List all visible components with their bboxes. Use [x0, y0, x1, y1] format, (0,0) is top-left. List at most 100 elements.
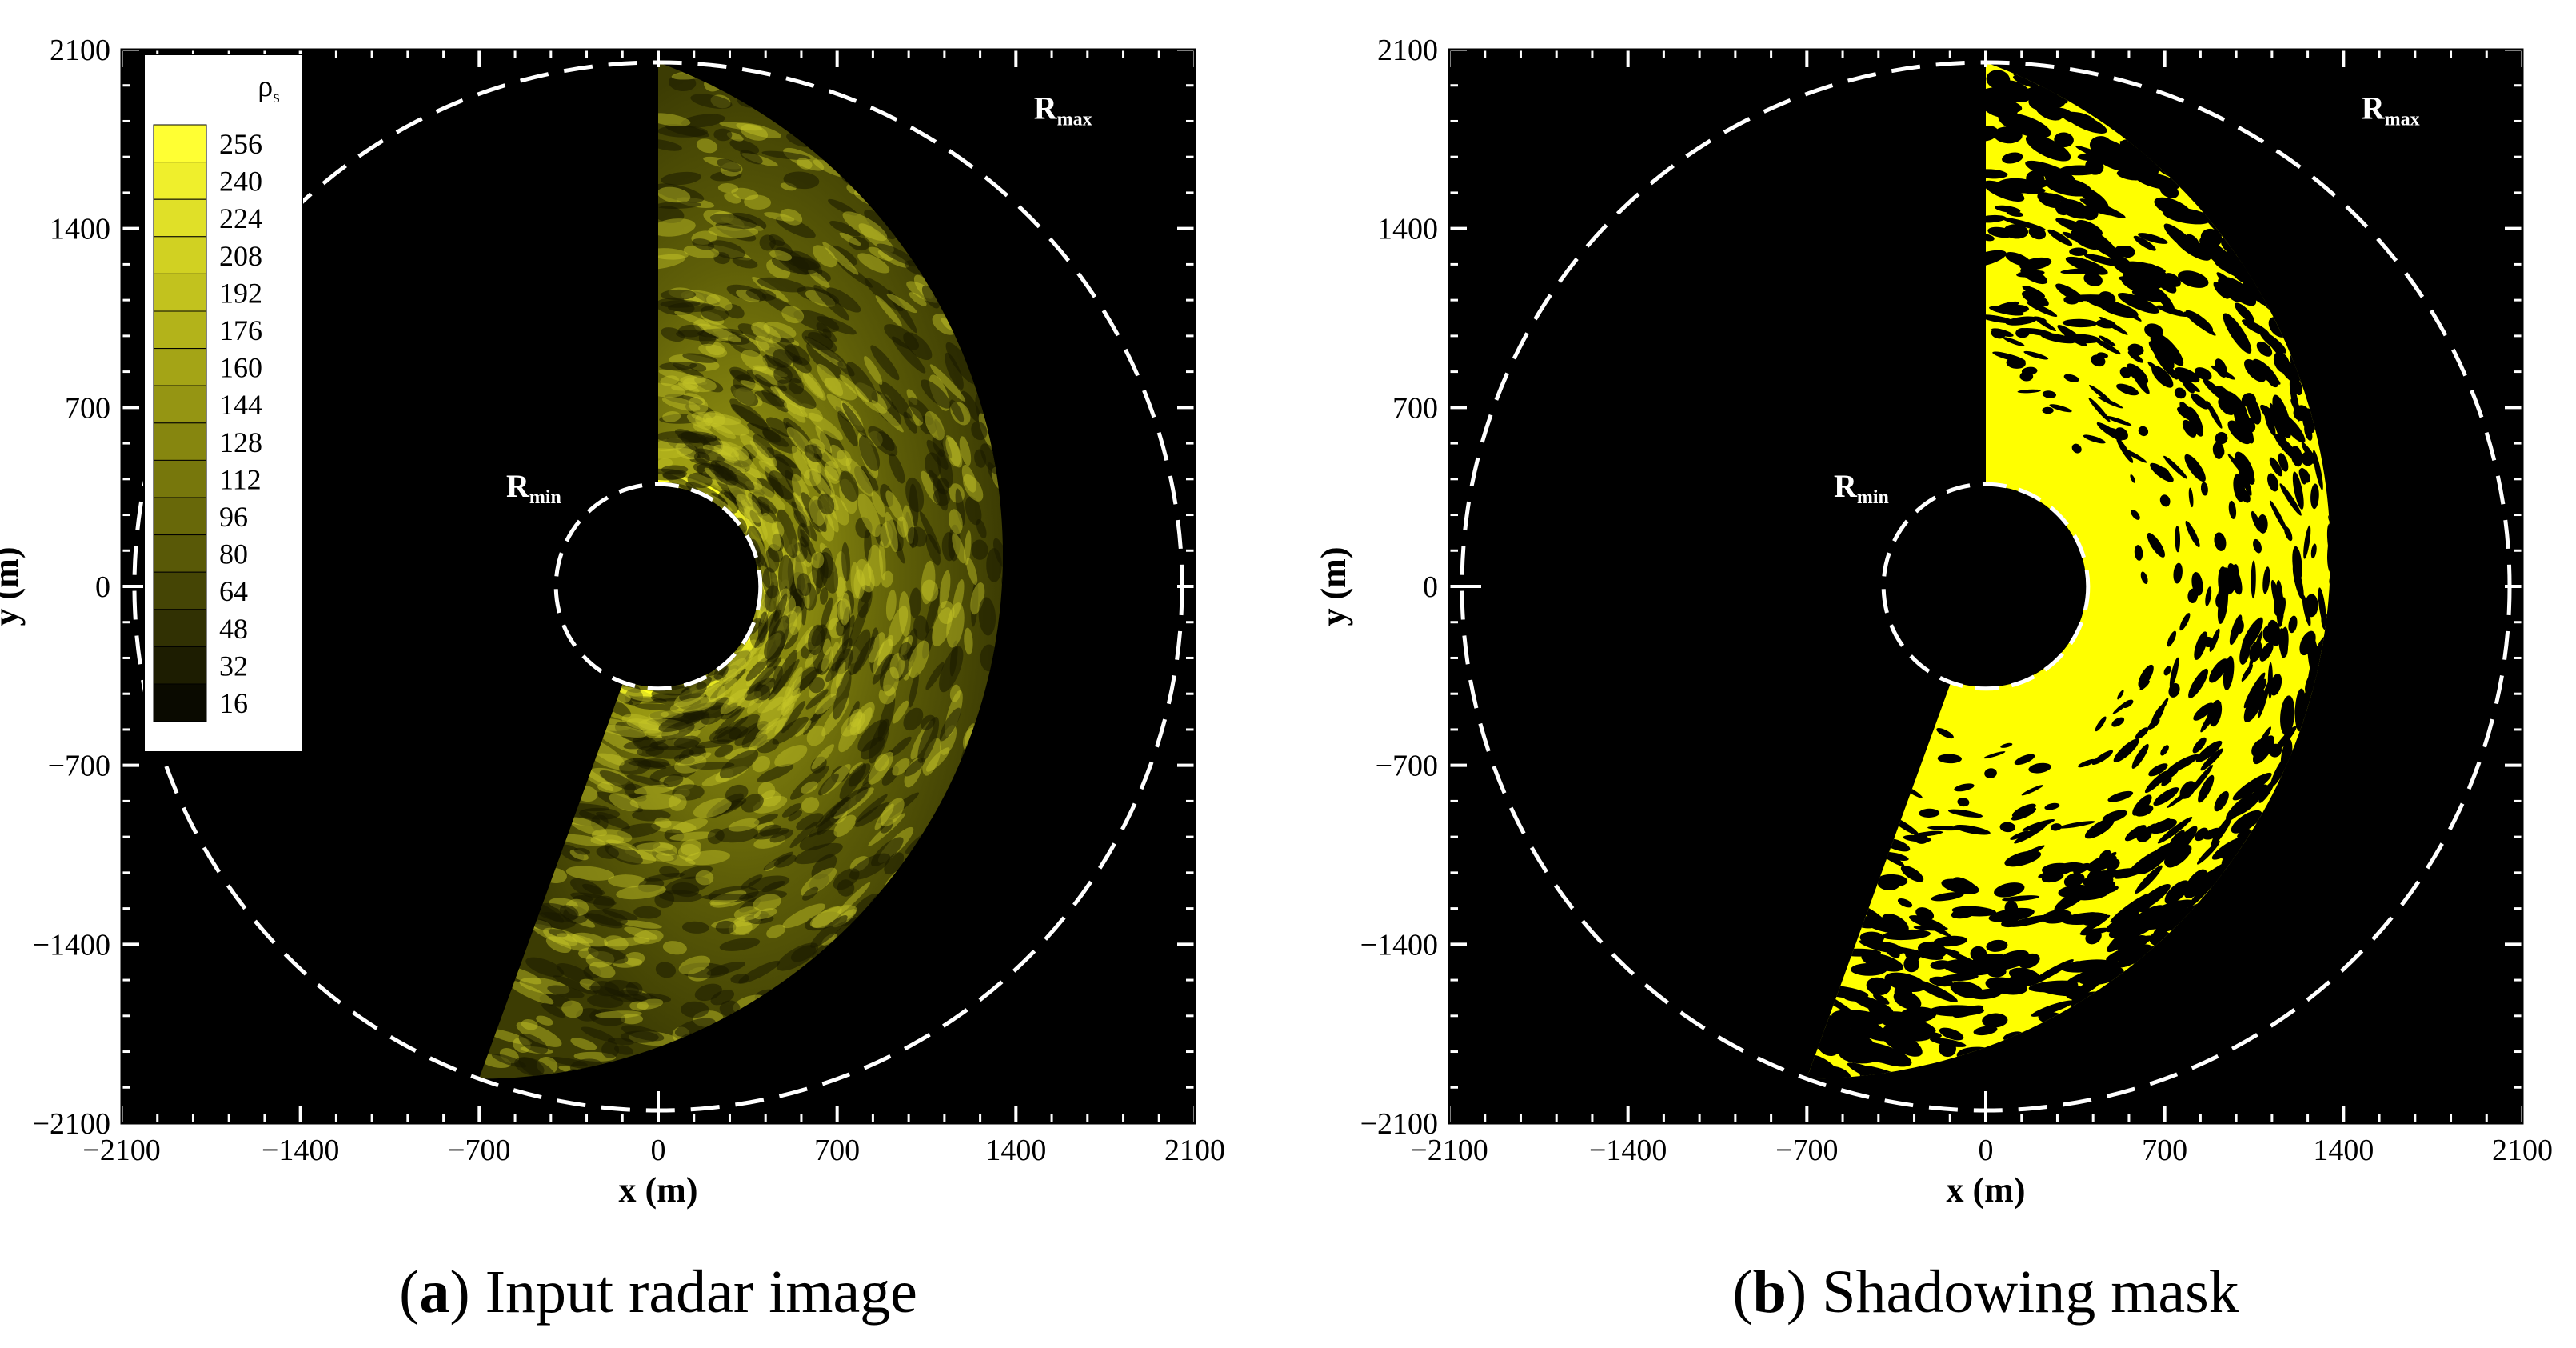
- speckle-dark: [828, 198, 857, 216]
- speckle-bright: [761, 513, 781, 551]
- shadow-patch: [2164, 880, 2190, 905]
- shadow-patch: [2167, 630, 2177, 647]
- speckle-dark: [692, 238, 715, 250]
- speckle-bright: [789, 606, 803, 636]
- speckle-dark: [613, 1045, 634, 1055]
- shadow-patch: [1903, 834, 1931, 842]
- speckle-bright: [966, 557, 978, 586]
- shadow-patch: [1991, 328, 2014, 337]
- speckle-dark: [661, 465, 689, 474]
- speckle-dark: [937, 449, 953, 489]
- x-tick-label: −700: [448, 1134, 510, 1167]
- speckle-dark: [837, 410, 858, 447]
- speckle-bright: [873, 638, 893, 676]
- speckle-bright: [839, 374, 869, 402]
- speckle-bright: [608, 874, 647, 888]
- shadow-patch: [2126, 261, 2166, 274]
- speckle-dark: [778, 554, 795, 602]
- speckle-bright: [624, 926, 658, 940]
- shadow-patch: [2063, 295, 2079, 305]
- speckle-bright: [811, 551, 825, 569]
- shadow-patch: [2058, 821, 2095, 829]
- shadow-patch: [1954, 825, 1991, 835]
- speckle-dark: [884, 852, 905, 875]
- shadow-patch: [2138, 426, 2149, 437]
- speckle-bright: [702, 410, 726, 427]
- speckle-bright: [941, 317, 953, 330]
- shadow-patch: [1882, 914, 1909, 934]
- speckle-bright: [655, 853, 696, 866]
- shadow-patch: [2071, 886, 2111, 901]
- speckle-dark: [716, 726, 749, 742]
- speckle-dark: [756, 478, 775, 498]
- shadow-patch: [2042, 390, 2057, 398]
- speckle-dark: [755, 374, 780, 398]
- speckle-bright: [824, 466, 839, 481]
- shadow-patch: [2258, 514, 2268, 534]
- speckle-bright: [771, 521, 785, 538]
- x-tick-label: 1400: [985, 1134, 1046, 1167]
- speckle-dark: [854, 466, 873, 494]
- speckle-dark: [842, 402, 867, 438]
- y-tick-label: 2100: [50, 34, 110, 67]
- shadow-patch: [2122, 699, 2134, 708]
- shadow-patch: [1989, 306, 2024, 316]
- shadow-patch: [2020, 267, 2048, 285]
- shadow-patch: [2083, 234, 2123, 264]
- speckle-dark: [672, 784, 705, 801]
- speckle-bright: [595, 1010, 642, 1018]
- y-tick-label: 2100: [1377, 34, 1438, 67]
- speckle-bright: [733, 919, 753, 935]
- speckle-dark: [949, 399, 965, 422]
- speckle-bright: [824, 378, 857, 401]
- shadow-patch: [2184, 454, 2206, 482]
- speckle-dark: [715, 222, 757, 242]
- speckle-dark: [659, 414, 707, 424]
- shadow-patch: [2299, 467, 2307, 485]
- caption-letter: a: [419, 1258, 449, 1326]
- speckle-bright: [736, 494, 763, 523]
- shadow-patch: [1998, 112, 2051, 138]
- speckle-bright: [753, 795, 788, 814]
- speckle-dark: [925, 534, 941, 566]
- speckle-dark: [714, 744, 734, 758]
- shadow-patch: [2237, 829, 2251, 838]
- shadow-patch: [2264, 411, 2276, 436]
- speckle-dark: [961, 390, 981, 422]
- speckle-dark: [800, 536, 812, 563]
- speckle-dark: [541, 1002, 566, 1018]
- speckle-bright: [728, 818, 760, 832]
- speckle-dark: [759, 824, 781, 837]
- shadow-patch: [2116, 383, 2139, 396]
- shadow-patch: [2267, 473, 2279, 492]
- shadow-patch: [2221, 846, 2235, 861]
- speckle-bright: [964, 627, 973, 655]
- speckle-dark: [808, 624, 825, 656]
- shadow-patch: [1860, 916, 1899, 934]
- shadow-patch: [2135, 805, 2154, 817]
- shadow-patch: [2203, 827, 2223, 840]
- speckle-dark: [682, 353, 717, 363]
- shadow-patch: [1884, 972, 1927, 992]
- speckle-dark: [854, 802, 892, 827]
- speckle-dark: [818, 773, 839, 796]
- speckle-bright: [725, 639, 758, 679]
- speckle-dark: [765, 417, 795, 438]
- shadow-patch: [2215, 262, 2251, 281]
- speckle-dark: [738, 898, 761, 913]
- speckle-dark: [810, 756, 827, 774]
- speckle-bright: [634, 784, 675, 795]
- shadow-patch: [2021, 785, 2043, 796]
- speckle-dark: [601, 1041, 620, 1058]
- shadow-patch: [1882, 929, 1931, 941]
- speckle-bright: [669, 697, 717, 714]
- speckle-bright: [822, 638, 832, 656]
- colorbar-swatch: [153, 385, 207, 424]
- speckle-dark: [637, 878, 665, 893]
- shadow-patch: [2000, 217, 2047, 231]
- shadow-patch: [1877, 876, 1901, 891]
- speckle-dark: [872, 654, 893, 685]
- shadow-patch: [2215, 441, 2225, 457]
- speckle-dark: [701, 705, 726, 725]
- colorbar-level-label: 224: [219, 202, 262, 234]
